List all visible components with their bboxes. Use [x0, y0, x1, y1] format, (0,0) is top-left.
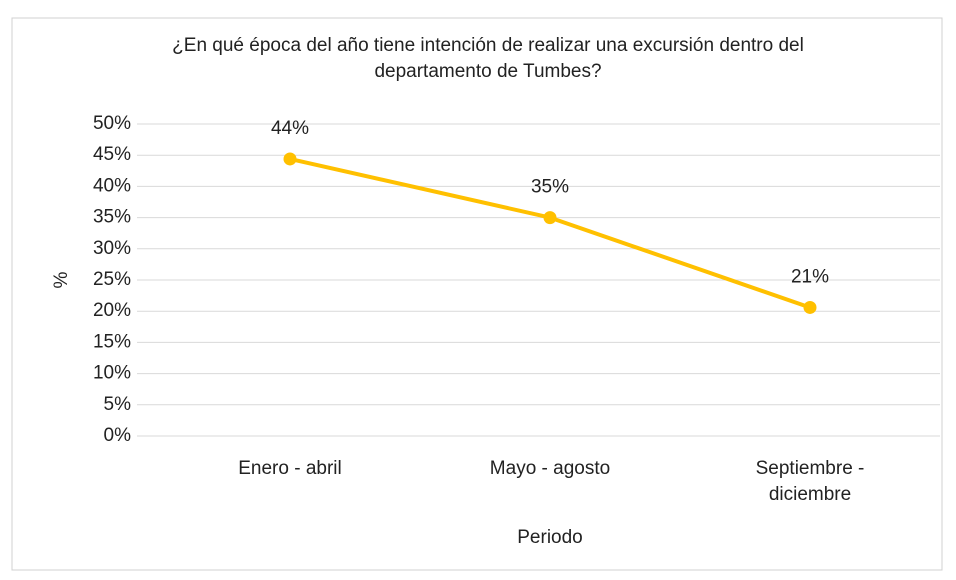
marker: [283, 152, 297, 166]
y-tick-label: 50%: [93, 113, 131, 134]
y-axis-title: %: [51, 271, 72, 288]
x-axis-title: Periodo: [517, 527, 583, 548]
chart-title: ¿En qué época del año tiene intención de…: [172, 35, 804, 82]
y-tick-label: 20%: [93, 300, 131, 321]
y-tick-label: 45%: [93, 144, 131, 165]
y-tick-label: 0%: [104, 425, 132, 446]
chart-border: [11, 17, 943, 571]
marker: [543, 211, 557, 225]
y-tick-label: 5%: [104, 394, 132, 415]
data-label: 21%: [791, 266, 829, 287]
y-tick-label: 40%: [93, 175, 131, 196]
y-tick-label: 25%: [93, 269, 131, 290]
x-tick-label: Septiembre - diciembre: [755, 458, 865, 505]
marker: [803, 300, 817, 314]
data-label: 44%: [271, 118, 309, 139]
y-tick-label: 30%: [93, 238, 131, 259]
y-tick-label: 15%: [93, 331, 131, 352]
data-label: 35%: [531, 177, 569, 198]
y-tick-label: 10%: [93, 363, 131, 384]
x-tick-label: Enero - abril: [238, 458, 342, 479]
y-tick-label: 35%: [93, 207, 131, 228]
x-tick-label: Mayo - agosto: [489, 458, 611, 479]
